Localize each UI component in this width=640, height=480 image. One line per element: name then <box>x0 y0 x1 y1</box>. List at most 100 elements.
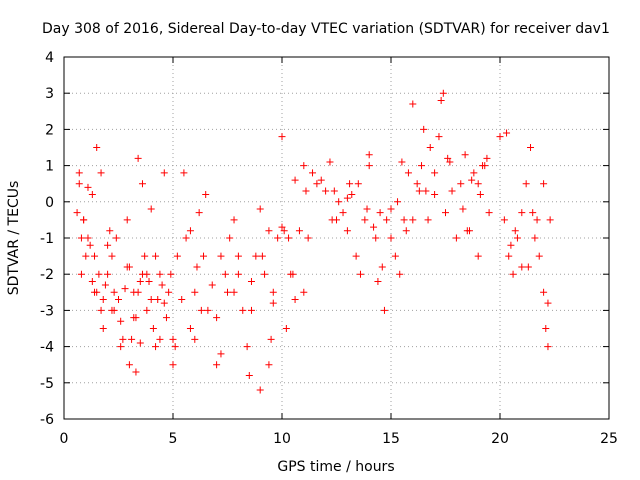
data-point <box>387 234 395 242</box>
data-point <box>365 162 373 170</box>
data-point <box>531 234 539 242</box>
data-point <box>75 180 83 188</box>
data-point <box>439 89 447 97</box>
data-point <box>544 299 552 307</box>
data-point <box>372 234 380 242</box>
y-tick-label: -1 <box>40 231 54 247</box>
data-point <box>474 252 482 260</box>
data-point <box>326 158 334 166</box>
data-point <box>104 270 112 278</box>
y-tick-label: -4 <box>40 340 54 356</box>
data-point <box>463 227 471 235</box>
data-point <box>84 183 92 191</box>
data-point <box>496 133 504 141</box>
data-point <box>86 241 94 249</box>
data-point <box>99 296 107 304</box>
data-point <box>141 252 149 260</box>
data-point <box>437 96 445 104</box>
data-point <box>197 306 205 314</box>
y-tick-label: 1 <box>45 159 54 175</box>
data-point <box>446 158 454 166</box>
data-point <box>93 144 101 151</box>
data-point <box>186 325 194 332</box>
data-point <box>527 144 535 151</box>
data-point <box>173 252 181 260</box>
data-point <box>226 234 234 242</box>
data-point <box>352 252 360 260</box>
data-point <box>178 296 186 304</box>
data-point <box>149 325 157 332</box>
y-tick-label: -5 <box>40 376 54 392</box>
data-point <box>374 277 382 285</box>
data-point <box>509 270 517 278</box>
data-point <box>158 281 166 289</box>
data-point <box>99 325 107 332</box>
data-point <box>518 263 526 271</box>
data-point <box>422 187 430 195</box>
data-point <box>217 252 225 260</box>
data-point <box>542 325 550 332</box>
data-point <box>95 270 103 278</box>
data-point <box>313 180 321 188</box>
data-point <box>104 241 112 249</box>
data-point <box>348 191 356 199</box>
data-point <box>295 227 303 235</box>
data-point <box>402 227 410 235</box>
data-point <box>452 234 460 242</box>
data-point <box>476 191 484 199</box>
data-point <box>391 252 399 260</box>
data-point <box>132 368 140 376</box>
axis-ticks: 0 5 10 15 20 25 -6 -5 -4 -3 -2 -1 0 1 2 3 4 <box>40 50 618 447</box>
data-point <box>291 176 299 184</box>
data-point <box>278 223 286 231</box>
data-point <box>420 125 428 133</box>
data-point <box>457 180 465 188</box>
data-point <box>169 361 177 369</box>
data-point <box>529 209 537 217</box>
data-point <box>503 129 511 137</box>
data-point <box>112 234 120 242</box>
y-tick-label: 0 <box>45 195 54 211</box>
x-axis-label: GPS time / hours <box>277 459 394 475</box>
x-tick-label: 20 <box>491 431 509 447</box>
data-point <box>431 169 439 177</box>
data-point <box>396 270 404 278</box>
y-tick-label: 4 <box>45 50 54 66</box>
data-point <box>378 263 386 271</box>
data-point <box>221 270 229 278</box>
data-point <box>361 216 369 224</box>
data-point <box>193 263 201 271</box>
data-point <box>80 216 88 224</box>
data-point <box>261 270 269 278</box>
data-point <box>134 154 142 162</box>
data-point <box>195 209 203 217</box>
data-point <box>77 270 85 278</box>
grid-lines <box>64 57 609 419</box>
data-point <box>117 317 125 325</box>
data-point <box>415 187 423 195</box>
data-point <box>398 158 406 166</box>
data-point <box>339 209 347 217</box>
data-point <box>186 227 194 235</box>
data-point <box>363 205 371 213</box>
x-tick-label: 10 <box>273 431 291 447</box>
data-point <box>413 180 421 188</box>
data-point <box>522 180 530 188</box>
data-point <box>317 176 325 184</box>
y-tick-label: -2 <box>40 267 54 283</box>
data-point <box>269 288 277 296</box>
data-point <box>343 194 351 202</box>
plot-frame <box>63 56 610 420</box>
x-tick-label: 25 <box>600 431 618 447</box>
data-point <box>136 339 144 347</box>
x-tick-label: 15 <box>382 431 400 447</box>
data-point <box>328 216 336 224</box>
data-point <box>507 241 515 249</box>
data-point <box>130 288 138 296</box>
data-point <box>258 252 266 260</box>
data-point <box>535 252 543 260</box>
data-point <box>247 277 255 285</box>
data-point <box>82 252 90 260</box>
data-point <box>230 216 238 224</box>
